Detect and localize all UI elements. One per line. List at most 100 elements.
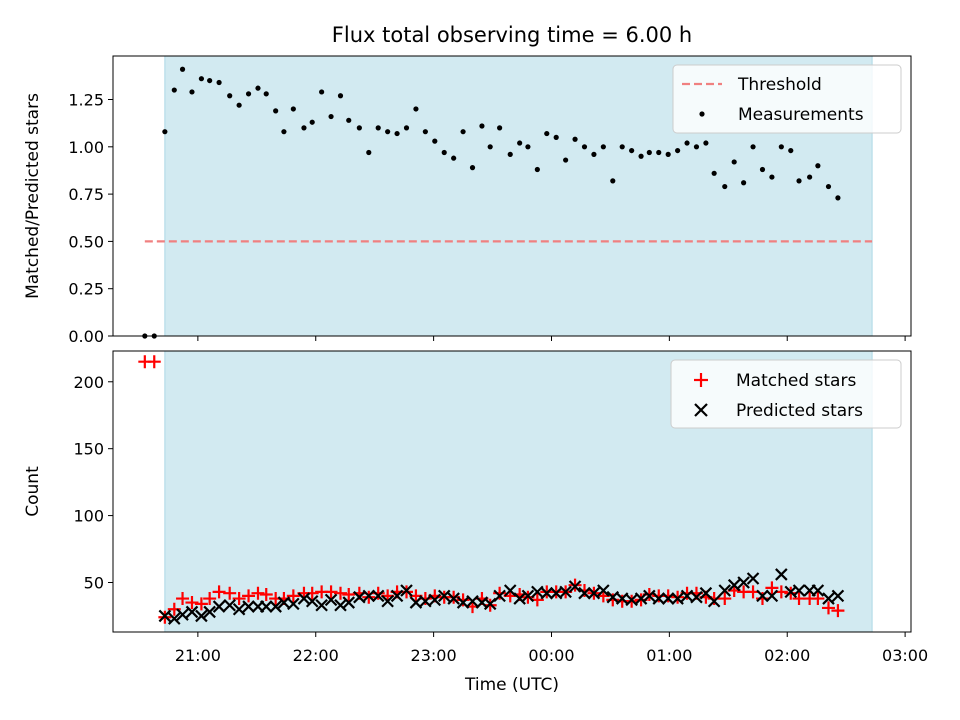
measurement-point bbox=[769, 174, 775, 180]
predicted-star-marker bbox=[822, 592, 835, 605]
predicted-star-marker bbox=[315, 598, 328, 612]
measurement-point bbox=[245, 91, 252, 97]
measurement-point bbox=[162, 129, 168, 135]
predicted-star-marker bbox=[390, 589, 404, 603]
measurement-point bbox=[825, 183, 832, 190]
predicted-stars-points bbox=[158, 568, 845, 625]
matched-star-marker bbox=[661, 589, 675, 603]
measurement-point bbox=[403, 125, 410, 131]
top-panel: 0.00 0.25 0.50 0.75 1.00 1.25 Matched/Predict… bbox=[23, 55, 912, 346]
bottom-y-axis-label: Count bbox=[23, 466, 43, 517]
measurement-point bbox=[385, 129, 391, 135]
measurement-point bbox=[189, 89, 195, 95]
measurement-point bbox=[394, 130, 400, 137]
matched-star-marker bbox=[324, 585, 338, 599]
predicted-star-marker bbox=[652, 592, 666, 605]
measurement-point bbox=[290, 106, 296, 112]
predicted-star-marker bbox=[792, 584, 806, 597]
predicted-star-marker bbox=[737, 576, 750, 589]
measurement-point bbox=[731, 159, 737, 165]
x-tick-label: 03:00 bbox=[882, 646, 928, 665]
predicted-star-marker bbox=[690, 590, 703, 604]
y-tick-label: 0.25 bbox=[68, 280, 104, 299]
bottom-x-axis: 21:00 22:00 23:00 00:00 01:00 02:00 03:00 bbox=[175, 632, 928, 665]
bottom-panel: 50 100 150 200 21:00 22:00 23:00 00:00 01:00 02:… bbox=[23, 350, 928, 665]
y-tick-label: 200 bbox=[73, 373, 104, 392]
predicted-star-marker bbox=[493, 589, 506, 603]
predicted-star-marker bbox=[707, 594, 721, 608]
measurement-point bbox=[319, 89, 325, 95]
measurement-point bbox=[629, 147, 635, 154]
bottom-panel-frame bbox=[112, 350, 912, 633]
measurement-point bbox=[815, 163, 821, 169]
predicted-star-marker bbox=[297, 592, 311, 605]
legend-predicted-label: Predicted stars bbox=[736, 401, 863, 421]
measurement-point bbox=[693, 144, 700, 150]
predicted-star-marker bbox=[287, 597, 300, 611]
matched-star-marker bbox=[203, 592, 217, 606]
measurement-point bbox=[171, 87, 177, 93]
measurement-point bbox=[216, 79, 222, 86]
predicted-star-marker bbox=[437, 589, 451, 603]
y-tick-label: 150 bbox=[73, 440, 104, 459]
measurement-point bbox=[711, 170, 717, 176]
predicted-star-marker bbox=[305, 594, 319, 608]
measurement-point bbox=[198, 76, 205, 82]
x-tick-label: 21:00 bbox=[175, 646, 221, 665]
measurement-point bbox=[684, 140, 690, 146]
y-tick-label: 100 bbox=[73, 507, 104, 526]
bottom-legend-box bbox=[670, 359, 902, 429]
predicted-star-marker bbox=[661, 592, 675, 605]
predicted-star-marker bbox=[212, 600, 226, 613]
matched-star-marker bbox=[223, 586, 237, 600]
predicted-star-marker bbox=[158, 609, 172, 623]
measurement-point bbox=[572, 136, 578, 142]
measurement-point bbox=[273, 108, 279, 114]
predicted-star-marker bbox=[775, 568, 788, 581]
predicted-star-marker bbox=[811, 584, 825, 597]
matched-star-marker bbox=[194, 597, 208, 611]
measurement-point bbox=[610, 178, 616, 184]
measurement-point bbox=[469, 165, 476, 171]
measurement-points bbox=[142, 66, 841, 339]
x-axis-label: Time (UTC) bbox=[464, 675, 559, 695]
matched-star-marker bbox=[718, 592, 732, 606]
measurement-point bbox=[778, 144, 784, 150]
predicted-star-marker bbox=[242, 600, 255, 613]
measurement-point bbox=[517, 140, 523, 146]
top-legend-box bbox=[672, 64, 902, 134]
matched-star-marker bbox=[286, 589, 300, 603]
measurement-point bbox=[591, 151, 597, 157]
measurement-point bbox=[301, 125, 307, 131]
measurement-point bbox=[255, 85, 261, 91]
measurement-point bbox=[507, 151, 513, 157]
predicted-star-marker bbox=[371, 589, 385, 603]
matched-star-marker bbox=[371, 586, 385, 600]
measurement-point bbox=[375, 125, 381, 131]
measurement-point bbox=[281, 129, 287, 135]
measurement-point bbox=[665, 151, 671, 157]
measurement-point bbox=[600, 144, 606, 150]
measurement-point bbox=[309, 119, 315, 125]
measurement-point bbox=[534, 166, 540, 173]
x-tick-label: 23:00 bbox=[411, 646, 457, 665]
measurement-point bbox=[581, 144, 588, 150]
measurement-point bbox=[179, 66, 186, 72]
measurement-point bbox=[703, 140, 709, 146]
measurement-point bbox=[460, 129, 466, 135]
matched-star-marker bbox=[147, 355, 161, 369]
measurement-point bbox=[563, 157, 569, 163]
measurement-point bbox=[356, 125, 362, 131]
predicted-star-marker bbox=[203, 605, 216, 619]
y-tick-label: 0.75 bbox=[68, 185, 104, 204]
top-y-axis: 0.00 0.25 0.50 0.75 1.00 1.25 bbox=[68, 91, 113, 346]
top-x-ticks bbox=[197, 336, 906, 341]
matched-star-marker bbox=[212, 585, 226, 599]
predicted-star-marker bbox=[568, 580, 582, 593]
legend-predicted-swatch bbox=[694, 403, 708, 417]
measurement-point bbox=[788, 147, 794, 154]
predicted-star-marker bbox=[559, 585, 572, 599]
measurement-point bbox=[497, 125, 503, 131]
legend-measurements-label: Measurements bbox=[738, 105, 864, 125]
